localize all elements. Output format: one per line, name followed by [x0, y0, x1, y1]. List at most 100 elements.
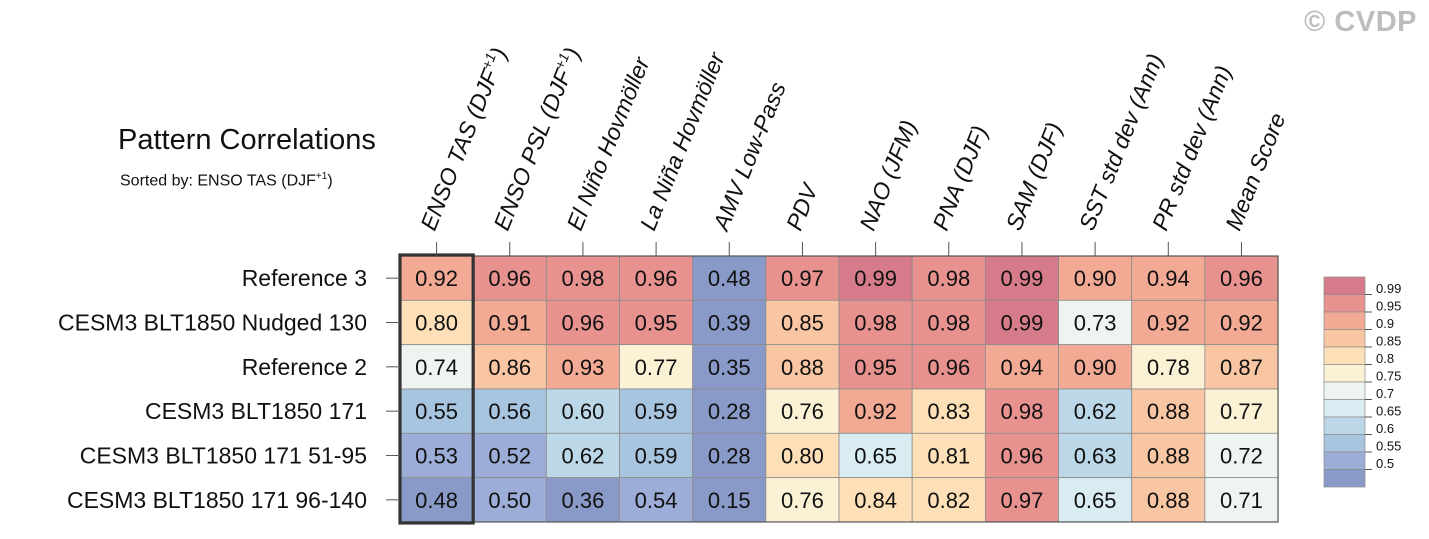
column-label-text: PR std dev (Ann) [1147, 62, 1237, 234]
cell-value-label: 0.65 [854, 443, 897, 468]
cell-value-label: 0.90 [1074, 266, 1117, 291]
cell-value-label: 0.96 [927, 355, 970, 380]
cell-value-label: 0.59 [635, 443, 678, 468]
cell-value-label: 0.59 [635, 399, 678, 424]
cell-value-label: 0.76 [781, 399, 824, 424]
heatmap-cell [545, 255, 620, 301]
cell-value-label: 0.88 [1147, 443, 1190, 468]
legend-label: 0.5 [1376, 456, 1394, 471]
heatmap-cell [1131, 344, 1206, 390]
heatmap-cell [1058, 388, 1133, 434]
heatmap-cell [472, 432, 547, 479]
heatmap-cell [911, 432, 986, 479]
row-label: CESM3 BLT1850 171 51-95 [80, 442, 367, 468]
cell-value-label: 0.73 [1074, 310, 1117, 335]
heatmap-cell [1058, 432, 1133, 479]
legend-swatch [1323, 329, 1366, 348]
legend-swatch [1323, 311, 1366, 330]
cell-value-label: 0.55 [415, 399, 458, 424]
watermark: © CVDP [1304, 6, 1417, 38]
heatmap-cell [838, 299, 913, 346]
heatmap-cell [1204, 477, 1279, 523]
heatmap-cell [1058, 255, 1133, 301]
cell-value-label: 0.97 [1001, 488, 1044, 513]
legend-label: 0.95 [1376, 298, 1401, 313]
column-label: NAO (JFM) [854, 116, 922, 234]
cell-value-label: 0.62 [1074, 399, 1117, 424]
legend-swatch [1323, 346, 1366, 365]
heatmap-cell [765, 299, 840, 346]
legend-label: 0.7 [1376, 386, 1394, 401]
column-label: PNA (DJF) [927, 122, 992, 234]
cell-value-label: 0.77 [1220, 399, 1263, 424]
legend-swatch [1323, 294, 1366, 313]
heatmap-cell [619, 388, 694, 434]
column-label-text: AMV Low-Pass [707, 78, 791, 236]
legend-label: 0.9 [1376, 316, 1394, 331]
heatmap-cell [984, 299, 1059, 346]
column-label-text: SAM (DJF) [1000, 119, 1067, 234]
cell-value-label: 0.94 [1001, 355, 1044, 380]
cell-value-label: 0.92 [854, 399, 897, 424]
cell-value-label: 0.63 [1074, 443, 1117, 468]
heatmap-cell [984, 344, 1059, 390]
column-label-sup: +1 [478, 51, 499, 72]
heatmap-cell [692, 299, 767, 346]
heatmap-cell [838, 344, 913, 390]
cell-value-label: 0.60 [562, 399, 605, 424]
cell-value-label: 0.96 [1220, 266, 1263, 291]
column-label-sup: +1 [551, 51, 572, 72]
subtitle-suffix: ) [327, 172, 333, 190]
cell-value-label: 0.92 [415, 266, 458, 291]
heatmap-cell [984, 477, 1059, 523]
column-label-text: PNA (DJF) [927, 122, 992, 234]
legend-label: 0.75 [1376, 368, 1401, 383]
heatmap-cell [1131, 255, 1206, 301]
row-label: Reference 3 [242, 265, 367, 291]
cell-value-label: 0.88 [1147, 488, 1190, 513]
legend-label: 0.65 [1376, 403, 1401, 418]
cell-value-label: 0.91 [488, 310, 531, 335]
cell-value-label: 0.88 [781, 355, 824, 380]
heatmap-cell [1131, 388, 1206, 434]
legend-swatch [1323, 381, 1366, 400]
heatmap-cell [911, 477, 986, 523]
column-label: AMV Low-Pass [707, 78, 791, 236]
column-label-text: PDV [781, 178, 824, 234]
heatmap-cell [1131, 477, 1206, 523]
cell-value-label: 0.78 [1147, 355, 1190, 380]
heatmap-cell [692, 477, 767, 523]
cell-value-label: 0.39 [708, 310, 751, 335]
heatmap-cell [619, 255, 694, 301]
cell-value-label: 0.28 [708, 399, 751, 424]
cell-value-label: 0.80 [415, 310, 458, 335]
heatmap-cell [1131, 299, 1206, 346]
legend-label: 0.55 [1376, 438, 1401, 453]
cell-value-label: 0.90 [1074, 355, 1117, 380]
cell-value-label: 0.98 [1001, 399, 1044, 424]
heatmap-cell [545, 477, 620, 523]
legend-label: 0.99 [1376, 281, 1401, 296]
cell-value-label: 0.74 [415, 355, 458, 380]
cell-value-label: 0.52 [488, 443, 531, 468]
cell-value-label: 0.76 [781, 488, 824, 513]
heatmap-cell [399, 344, 474, 390]
column-label-text: ENSO TAS (DJF [415, 64, 504, 234]
heatmap-cell [619, 432, 694, 479]
cell-value-label: 0.96 [488, 266, 531, 291]
cell-value-label: 0.62 [562, 443, 605, 468]
column-label: SAM (DJF) [1000, 119, 1067, 234]
cell-value-label: 0.56 [488, 399, 531, 424]
legend-swatch [1323, 469, 1366, 488]
heatmap-cell [399, 477, 474, 523]
cell-value-label: 0.99 [1001, 310, 1044, 335]
cell-value-label: 0.98 [927, 266, 970, 291]
cell-value-label: 0.95 [635, 310, 678, 335]
heatmap-cell [911, 388, 986, 434]
cell-value-label: 0.92 [1220, 310, 1263, 335]
legend-swatch [1323, 276, 1366, 295]
legend-swatch [1323, 434, 1366, 453]
chart-subtitle: Sorted by: ENSO TAS (DJF+1) [120, 171, 333, 190]
cell-value-label: 0.80 [781, 443, 824, 468]
